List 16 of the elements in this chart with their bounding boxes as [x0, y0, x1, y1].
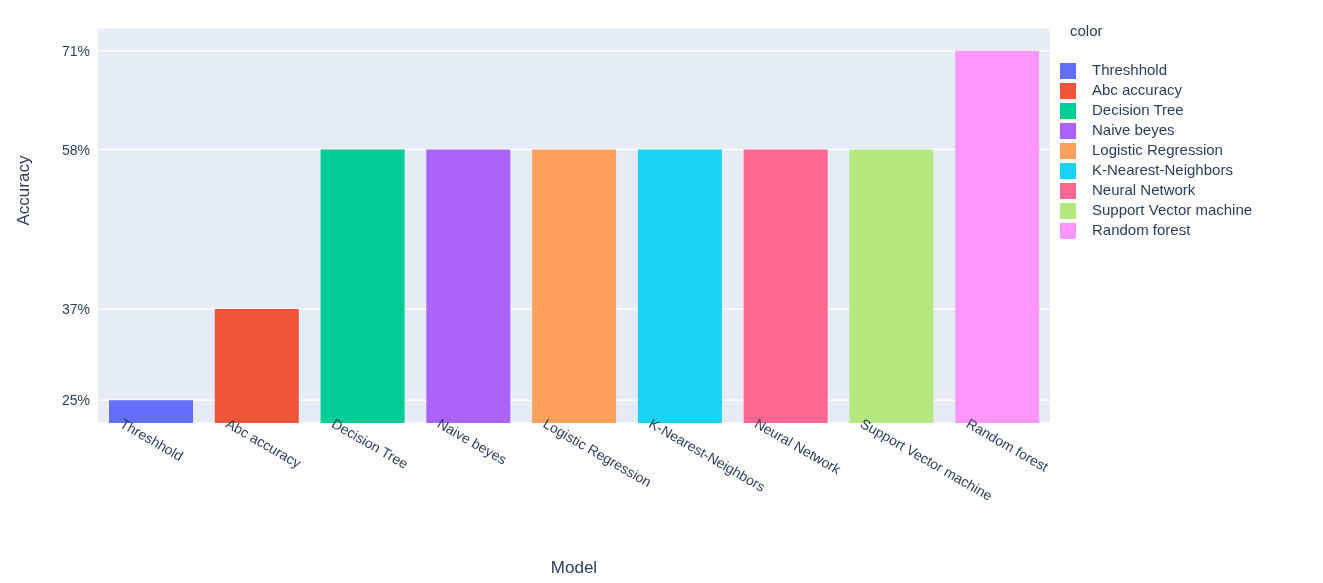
- y-tick-label: 58%: [61, 141, 90, 158]
- legend-label: Neural Network: [1092, 181, 1196, 198]
- legend-label: Abc accuracy: [1092, 81, 1183, 98]
- legend-label: Threshhold: [1092, 61, 1168, 78]
- y-tick-label: 37%: [61, 301, 90, 318]
- legend-label: Random forest: [1092, 221, 1191, 238]
- y-axis-title: Accuracy: [14, 155, 34, 226]
- y-tick-label: 25%: [61, 392, 90, 409]
- legend-label: Naive beyes: [1092, 121, 1175, 138]
- legend-title: color: [1070, 22, 1103, 39]
- y-tick-label: 71%: [61, 42, 90, 59]
- legend-label: K-Nearest-Neighbors: [1092, 161, 1233, 178]
- legend-label: Support Vector machine: [1092, 201, 1253, 218]
- legend-label: Decision Tree: [1092, 101, 1184, 118]
- legend-label: Logistic Regression: [1092, 141, 1223, 158]
- x-axis-title: Model: [550, 558, 598, 577]
